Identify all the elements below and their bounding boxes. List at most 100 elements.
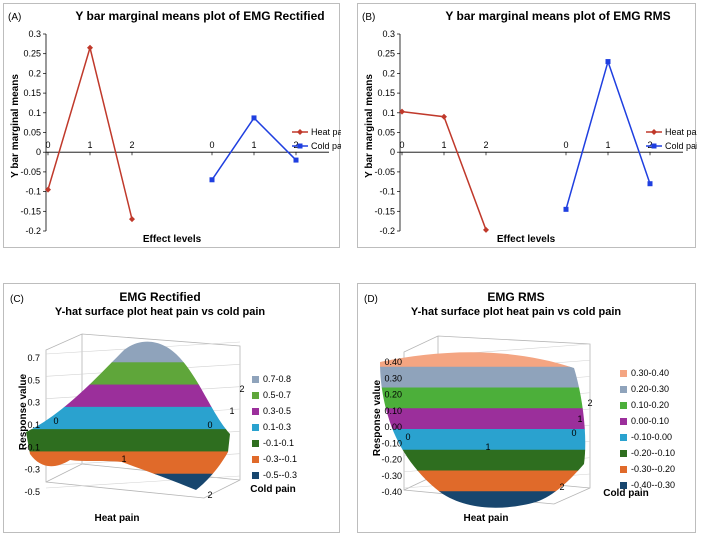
- surface-band: [380, 429, 586, 451]
- panel-c-label: (C): [10, 294, 24, 305]
- x-tick-label: 1: [251, 140, 256, 150]
- y-tick-label: 0.15: [23, 88, 41, 98]
- legend-label: 0.3-0.5: [263, 406, 291, 416]
- chart-b-plot-area: 0.3 0.25 0.2 0.15 0.1 0.05 0 -0.05 -0.1 -0.15 -0.2…: [374, 29, 683, 236]
- legend-label: -0.1-0.1: [263, 438, 294, 448]
- legend-swatch: [620, 418, 627, 425]
- panel-b-emg-rms-means: (B) Y bar marginal means plot of EMG RMS…: [357, 3, 697, 248]
- panel-a-emg-rectified-means: (A) Y bar marginal means plot of EMG Rec…: [3, 3, 341, 248]
- chart-c-subtitle: Y-hat surface plot heat pain vs cold pai…: [55, 306, 266, 318]
- legend-label: Heat pain: [665, 127, 697, 137]
- data-point: [441, 113, 447, 120]
- series-line-cold-pain: [565, 59, 651, 210]
- y-tick-label: 0.05: [23, 128, 41, 138]
- legend-swatch: [620, 466, 627, 473]
- x-tick-label: 2: [483, 140, 488, 150]
- y-tick-label: -0.05: [20, 167, 41, 177]
- surface-band: [380, 449, 586, 472]
- legend-swatch: [252, 376, 259, 383]
- y-tick-label: 0.05: [377, 128, 395, 138]
- chart-a-plot-area: 0.3 0.25 0.2 0.15 0.1 0.05 0 -0.05 -0.1 -0.15 -0.2…: [20, 29, 329, 236]
- x-tick-label: 1: [485, 442, 490, 452]
- legend-label: -0.30--0.20: [631, 464, 675, 474]
- chart-a-x-axis-label: Effect levels: [143, 234, 202, 245]
- data-point: [605, 59, 611, 65]
- surface-band: [26, 406, 230, 430]
- x-tick-label: 2: [293, 140, 298, 150]
- x-tick-label: 1: [605, 140, 610, 150]
- y-tick-label: 1: [229, 406, 234, 416]
- legend-swatch: [620, 450, 627, 457]
- y-tick-label: 0.15: [377, 88, 395, 98]
- data-point: [563, 206, 569, 212]
- legend-marker: [651, 143, 657, 149]
- x-tick-label: 1: [121, 454, 126, 464]
- legend-marker: [297, 129, 303, 135]
- legend-swatch: [620, 386, 627, 393]
- y-tick-label: 0: [390, 147, 395, 157]
- chart-d-y-axis-label: Cold pain: [603, 488, 649, 499]
- series-line-heat-pain: [401, 110, 487, 231]
- y-tick-label: 0.3: [382, 29, 395, 39]
- y-tick-label: 0.25: [23, 49, 41, 59]
- chart-b-x-axis-label: Effect levels: [497, 234, 556, 245]
- z-gridline: [45, 475, 241, 489]
- y-tick-label: 2: [587, 398, 592, 408]
- y-tick-label: -0.15: [20, 206, 41, 216]
- chart-c-z-axis-label: Response value: [18, 373, 29, 450]
- surface-band: [26, 341, 230, 363]
- legend-swatch: [620, 482, 627, 489]
- chart-d-subtitle: Y-hat surface plot heat pain vs cold pai…: [411, 306, 622, 318]
- legend-swatch: [620, 434, 627, 441]
- legend-label: 0.20-0.30: [631, 384, 669, 394]
- data-point: [293, 157, 299, 163]
- y-tick-label: 0.2: [28, 68, 41, 78]
- z-tick-label: -0.5: [24, 487, 40, 497]
- z-tick-label: -0.20: [381, 455, 402, 465]
- x-tick-label: 0: [209, 140, 214, 150]
- z-tick-label: -0.1: [24, 442, 40, 452]
- panel-d-emg-rms-surface: (D) EMG RMS Y-hat surface plot heat pain…: [357, 283, 696, 533]
- z-tick-label: 0.10: [384, 406, 402, 416]
- series-line-heat-pain: [47, 44, 133, 220]
- z-tick-label: 0.7: [27, 353, 40, 363]
- y-tick-label: 0.1: [28, 108, 41, 118]
- legend-swatch: [620, 402, 627, 409]
- chart-d-svg: (D) EMG RMS Y-hat surface plot heat pain…: [364, 290, 675, 524]
- panel-c-emg-rectified-surface: (C) EMG Rectified Y-hat surface plot hea…: [3, 283, 340, 533]
- legend-label: Cold pain: [311, 141, 341, 151]
- chart-d-legend: 0.30-0.40 0.20-0.30 0.10-0.20 0.00-0.10 -0.1…: [620, 368, 675, 490]
- z-tick-label: -0.3: [24, 465, 40, 475]
- legend-label: -0.5--0.3: [263, 470, 297, 480]
- x-tick-label: 0: [399, 140, 404, 150]
- legend-label: -0.3--0.1: [263, 454, 297, 464]
- chart-a-legend: Heat pain Cold pain: [292, 127, 341, 151]
- chart-c-x-axis-label: Heat pain: [94, 513, 139, 524]
- chart-d-z-axis-label: Response value: [372, 379, 383, 456]
- x-tick-label: 0: [405, 432, 410, 442]
- legend-swatch: [252, 392, 259, 399]
- legend-label: Heat pain: [311, 127, 341, 137]
- data-point: [45, 186, 51, 193]
- y-tick-label: 0: [571, 428, 576, 438]
- legend-swatch: [252, 408, 259, 415]
- y-tick-label: -0.15: [374, 206, 395, 216]
- z-tick-label: -0.30: [381, 471, 402, 481]
- y-tick-label: -0.1: [379, 187, 395, 197]
- z-tick-label: 0.1: [27, 420, 40, 430]
- legend-label: -0.40--0.30: [631, 480, 675, 490]
- legend-swatch: [252, 472, 259, 479]
- x-tick-label: 1: [87, 140, 92, 150]
- legend-label: Cold pain: [665, 141, 697, 151]
- z-tick-label: 0.00: [384, 422, 402, 432]
- surface-band: [380, 408, 586, 430]
- chart-c-ticks: 0.7 0.5 0.3 0.1 -0.1 -0.3 -0.5 0 1 2 0 1 2: [24, 353, 244, 500]
- chart-b-y-axis-label: Y bar marginal means: [364, 74, 375, 178]
- chart-a-svg: (A) Y bar marginal means plot of EMG Rec…: [8, 9, 341, 245]
- y-tick-label: 0.3: [28, 29, 41, 39]
- legend-marker: [651, 129, 657, 135]
- z-tick-label: 0.30: [384, 373, 402, 383]
- data-point: [399, 108, 405, 115]
- surface-band: [380, 387, 586, 409]
- y-tick-label: 0.1: [382, 108, 395, 118]
